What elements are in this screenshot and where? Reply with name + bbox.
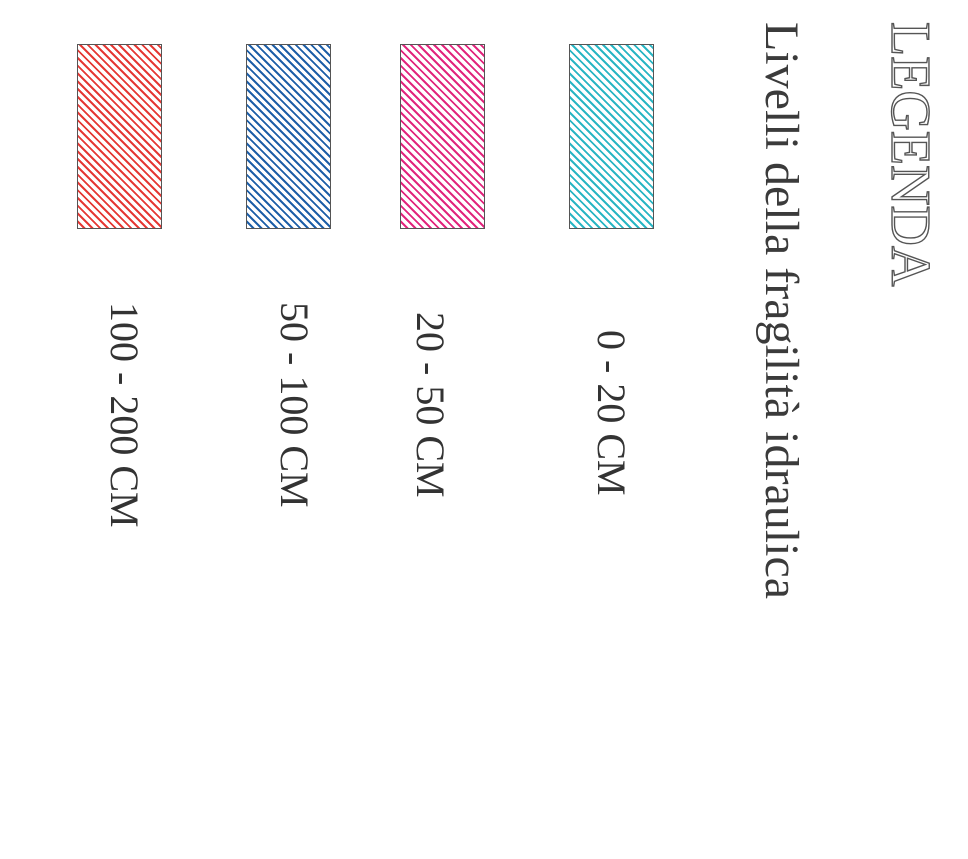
- legend-subtitle: Livelli della fragilità idraulica: [755, 22, 808, 600]
- legend-label-50-100: 50 - 100 CM: [272, 302, 317, 508]
- legend-label-20-50: 20 - 50 CM: [408, 312, 453, 498]
- legend-swatch-50-100: [246, 44, 331, 229]
- legend-label-0-20: 0 - 20 CM: [589, 330, 634, 496]
- legend-label-100-200: 100 - 200 CM: [102, 302, 147, 528]
- legend-swatch-0-20: [569, 44, 654, 229]
- legend-title: LEGENDA: [878, 21, 941, 287]
- legend-swatch-100-200: [77, 44, 162, 229]
- legend-swatch-20-50: [400, 44, 485, 229]
